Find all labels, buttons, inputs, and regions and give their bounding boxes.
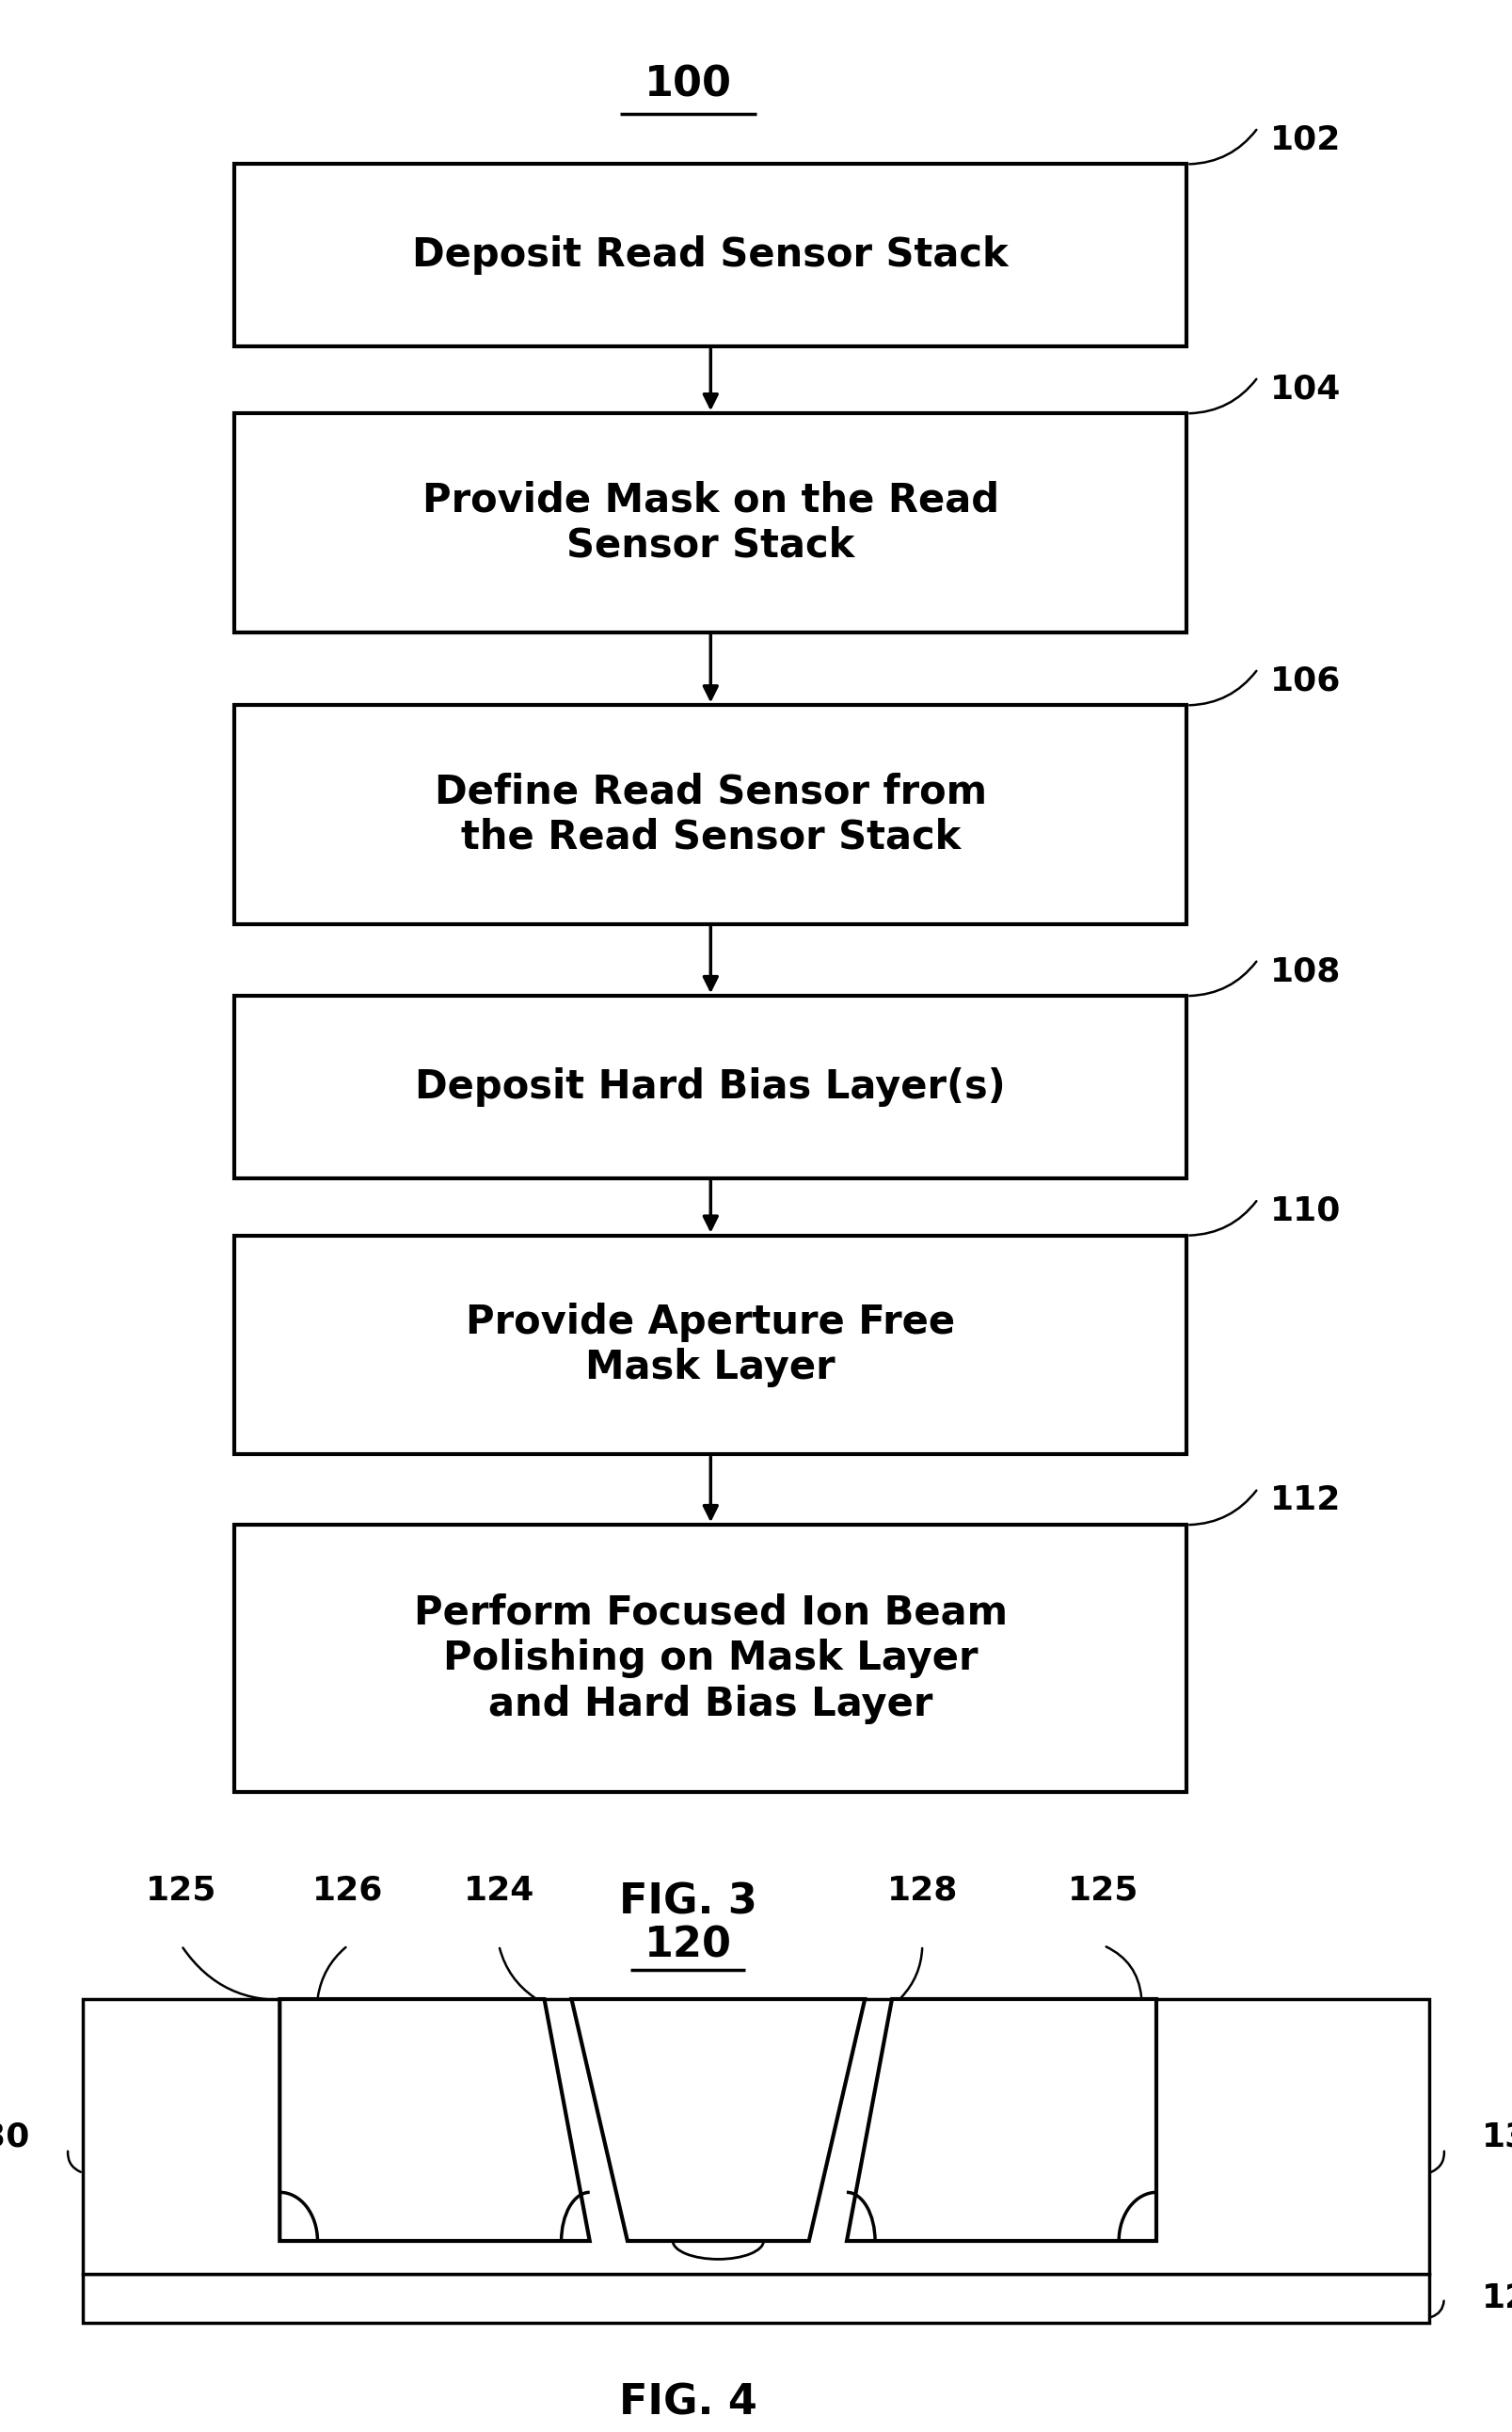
Text: 106: 106 xyxy=(1270,664,1341,698)
Bar xyxy=(83,1999,1429,2274)
Text: $\beta$: $\beta$ xyxy=(736,2121,754,2152)
Text: HB: HB xyxy=(995,2077,1054,2113)
Bar xyxy=(83,2274,1429,2323)
Text: 110: 110 xyxy=(1270,1194,1341,1228)
Text: Deposit Hard Bias Layer(s): Deposit Hard Bias Layer(s) xyxy=(416,1068,1005,1107)
Text: 128: 128 xyxy=(888,1875,957,1907)
Text: HB: HB xyxy=(383,2077,442,2113)
Text: 130: 130 xyxy=(1482,2121,1512,2152)
Text: FIG. 4: FIG. 4 xyxy=(618,2383,758,2422)
Text: 125: 125 xyxy=(147,1875,216,1907)
Text: Provide Mask on the Read
Sensor Stack: Provide Mask on the Read Sensor Stack xyxy=(422,479,999,567)
Text: 108: 108 xyxy=(1270,956,1341,987)
Bar xyxy=(234,997,1187,1177)
Text: 125: 125 xyxy=(1069,1875,1139,1907)
Bar xyxy=(234,165,1187,345)
Text: FIG. 3: FIG. 3 xyxy=(618,1882,758,1921)
Text: 124: 124 xyxy=(464,1875,534,1907)
Text: Deposit Read Sensor Stack: Deposit Read Sensor Stack xyxy=(413,236,1009,275)
Text: 130: 130 xyxy=(0,2121,30,2152)
Text: 112: 112 xyxy=(1270,1484,1341,1518)
Text: 100: 100 xyxy=(644,66,732,105)
Text: 120: 120 xyxy=(644,1926,732,1965)
Text: 104: 104 xyxy=(1270,372,1341,406)
Text: 126: 126 xyxy=(313,1875,383,1907)
Polygon shape xyxy=(280,1999,590,2240)
Bar xyxy=(234,413,1187,632)
Text: 122: 122 xyxy=(1482,2281,1512,2315)
Text: $\alpha$: $\alpha$ xyxy=(680,2123,702,2150)
Bar xyxy=(234,705,1187,924)
Bar xyxy=(234,1525,1187,1792)
Text: TMR: TMR xyxy=(680,2060,756,2092)
Bar xyxy=(234,1235,1187,1454)
Text: Define Read Sensor from
the Read Sensor Stack: Define Read Sensor from the Read Sensor … xyxy=(434,771,987,858)
Polygon shape xyxy=(847,1999,1157,2240)
Text: 102: 102 xyxy=(1270,124,1341,156)
Text: Provide Aperture Free
Mask Layer: Provide Aperture Free Mask Layer xyxy=(466,1301,956,1389)
Polygon shape xyxy=(572,1999,865,2240)
Text: Perform Focused Ion Beam
Polishing on Mask Layer
and Hard Bias Layer: Perform Focused Ion Beam Polishing on Ma… xyxy=(414,1593,1007,1724)
